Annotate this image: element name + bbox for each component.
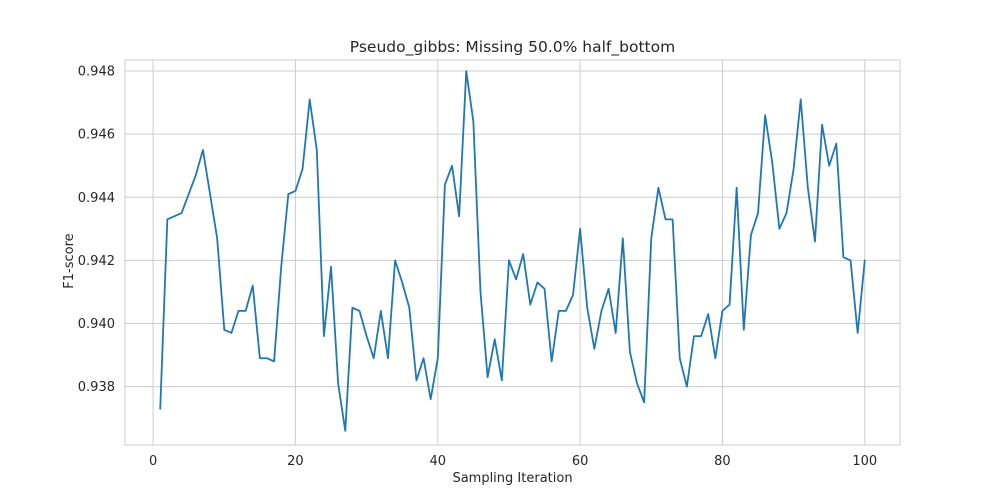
y-tick-label: 0.940 [78,317,115,332]
y-tick-label: 0.942 [78,254,115,269]
chart-title: Pseudo_gibbs: Missing 50.0% half_bottom [350,38,675,57]
plot-area-frame [124,59,901,446]
y-axis-label: F1-score [62,233,77,288]
y-tick-label: 0.948 [78,65,115,80]
x-tick-label: 80 [714,454,731,469]
x-axis-label: Sampling Iteration [452,471,572,486]
y-tick-label: 0.944 [78,191,115,206]
x-tick-label: 60 [572,454,589,469]
x-tick-label: 0 [149,454,157,469]
x-tick-label: 100 [852,454,877,469]
y-axis-ticks: 0.938 0.940 0.942 0.944 0.946 0.948 [78,65,115,396]
x-axis-ticks: 0 20 40 60 80 100 [149,454,877,469]
y-tick-label: 0.946 [78,128,115,143]
series-layer [159,70,866,432]
grid-lines [125,60,900,445]
x-tick-label: 20 [287,454,304,469]
y-tick-label: 0.938 [78,380,115,395]
x-tick-label: 40 [430,454,447,469]
series-line-0 [159,70,866,432]
